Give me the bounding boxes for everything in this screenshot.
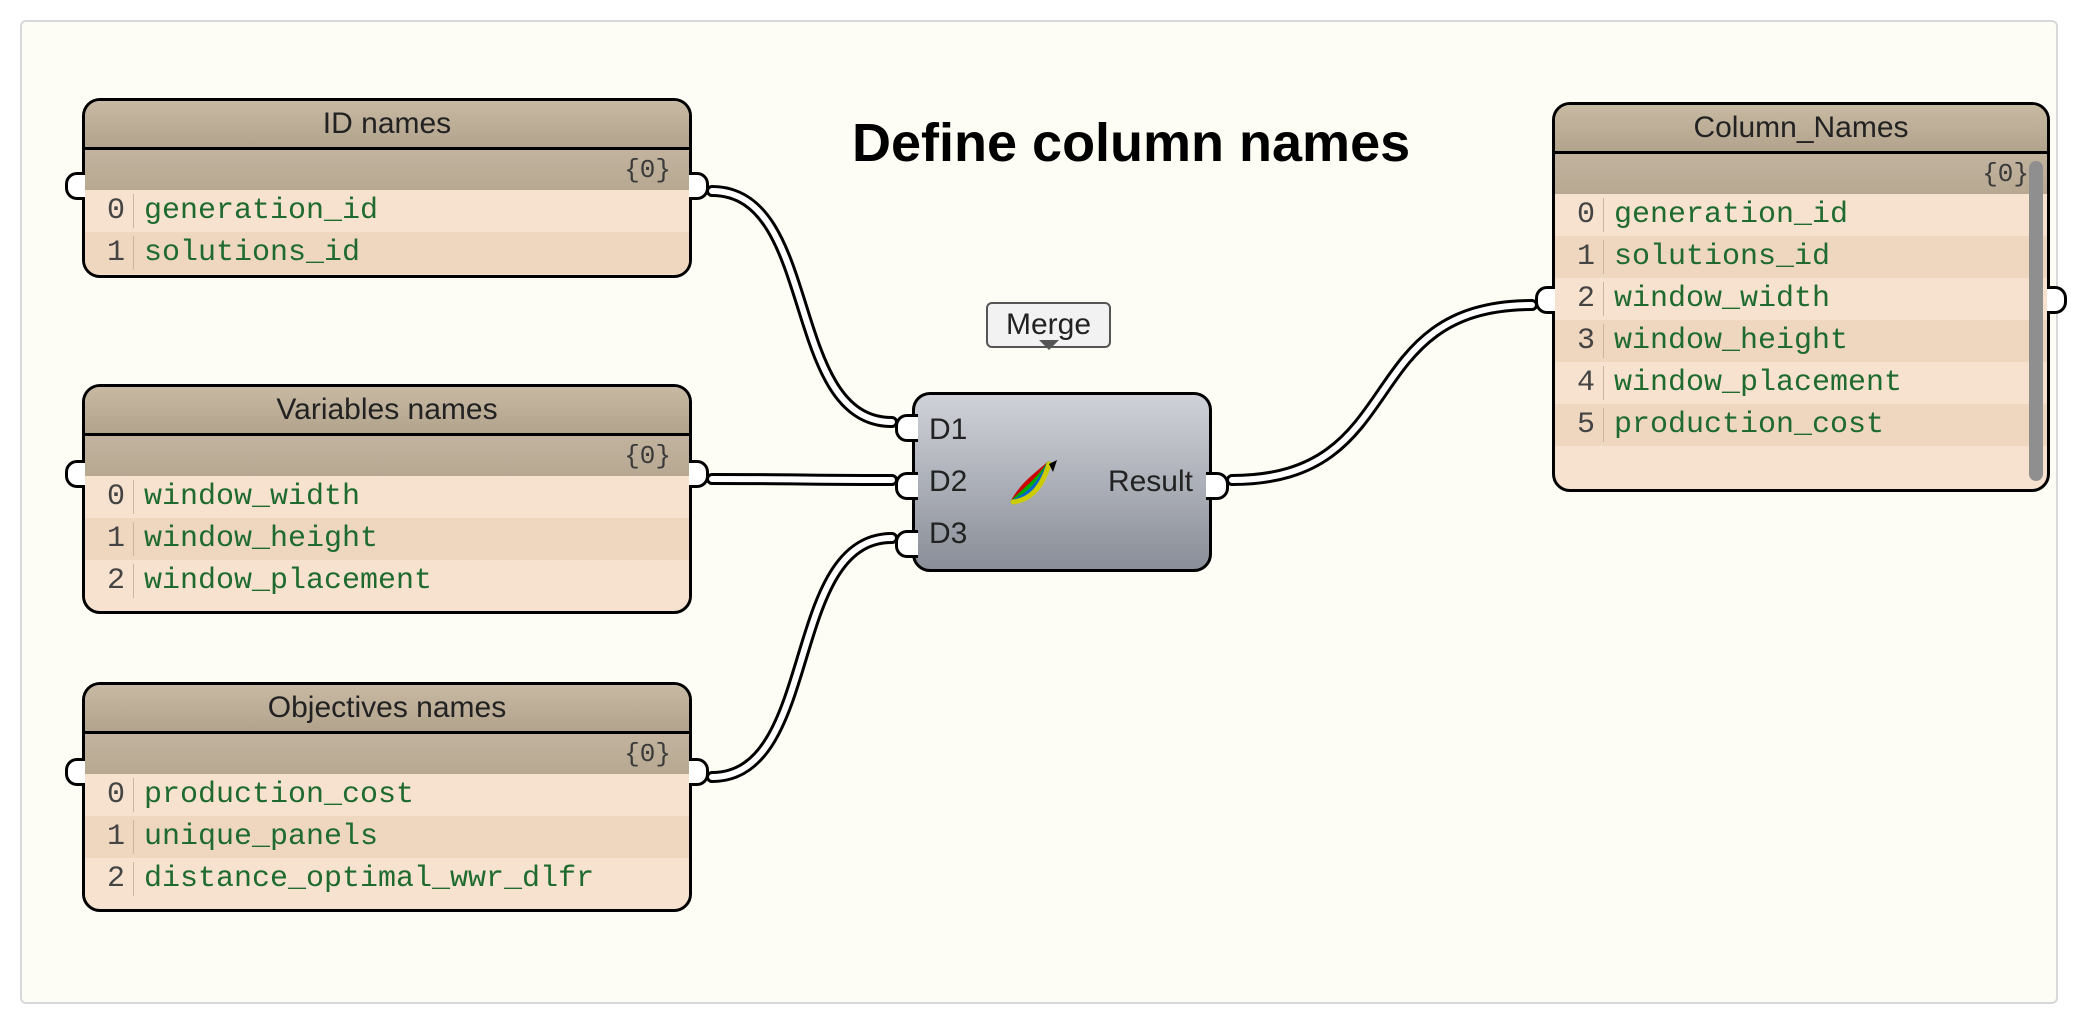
panel-rows: 0generation_id 1solutions_id	[85, 190, 689, 274]
page-title: Define column names	[852, 112, 1410, 174]
row-value: distance_optimal_wwr_dlfr	[134, 862, 594, 896]
input-grip-d1[interactable]	[895, 414, 918, 442]
input-grip-d3[interactable]	[895, 530, 918, 558]
merge-icon	[1005, 395, 1061, 569]
panel-objectives-names[interactable]: Objectives names {0} 0production_cost 1u…	[82, 682, 692, 912]
panel-column-names[interactable]: Column_Names {0} 0generation_id 1solutio…	[1552, 102, 2050, 492]
port-label: D3	[929, 517, 967, 551]
row-value: window_width	[1604, 282, 1830, 316]
row-index: 2	[85, 564, 134, 598]
row-value: generation_id	[1604, 198, 1848, 232]
panel-path: {0}	[85, 150, 689, 190]
row-value: unique_panels	[134, 820, 378, 854]
row-index: 5	[1555, 408, 1604, 442]
output-grip[interactable]	[686, 758, 709, 786]
row-index: 2	[1555, 282, 1604, 316]
scrollbar-thumb[interactable]	[2029, 161, 2043, 481]
output-grip[interactable]	[686, 460, 709, 488]
row-index: 2	[85, 862, 134, 896]
panel-path: {0}	[1555, 154, 2047, 194]
merge-inputs: D1 D2 D3	[929, 395, 967, 569]
panel-rows: 0production_cost 1unique_panels 2distanc…	[85, 774, 689, 900]
panel-rows: 0generation_id 1solutions_id 2window_wid…	[1555, 194, 2047, 446]
row-index: 3	[1555, 324, 1604, 358]
row-value: generation_id	[134, 194, 378, 228]
row-value: production_cost	[1604, 408, 1884, 442]
panel-path: {0}	[85, 734, 689, 774]
row-index: 1	[85, 522, 134, 556]
panel-id-names[interactable]: ID names {0} 0generation_id 1solutions_i…	[82, 98, 692, 278]
panel-title: Column_Names	[1555, 105, 2047, 154]
row-value: solutions_id	[134, 236, 360, 270]
row-value: window_placement	[134, 564, 432, 598]
merge-node[interactable]: D1 D2 D3 Result	[912, 392, 1212, 572]
panel-rows: 0window_width 1window_height 2window_pla…	[85, 476, 689, 602]
panel-title: ID names	[85, 101, 689, 150]
output-grip[interactable]	[1206, 472, 1229, 500]
merge-tooltip: Merge	[986, 302, 1111, 348]
panel-title: Objectives names	[85, 685, 689, 734]
row-index: 0	[85, 194, 134, 228]
merge-output-label: Result	[1108, 395, 1193, 569]
panel-path: {0}	[85, 436, 689, 476]
row-index: 1	[85, 820, 134, 854]
row-index: 4	[1555, 366, 1604, 400]
output-grip[interactable]	[2044, 286, 2067, 314]
row-index: 1	[1555, 240, 1604, 274]
input-grip-d2[interactable]	[895, 472, 918, 500]
row-index: 0	[85, 778, 134, 812]
canvas: Define column names ID names {0} 0genera…	[20, 20, 2058, 1004]
port-label: D2	[929, 465, 967, 499]
row-value: window_width	[134, 480, 360, 514]
row-value: window_height	[134, 522, 378, 556]
row-index: 1	[85, 236, 134, 270]
panel-title: Variables names	[85, 387, 689, 436]
row-value: window_placement	[1604, 366, 1902, 400]
row-index: 0	[1555, 198, 1604, 232]
port-label: D1	[929, 413, 967, 447]
panel-variables-names[interactable]: Variables names {0} 0window_width 1windo…	[82, 384, 692, 614]
row-value: production_cost	[134, 778, 414, 812]
row-value: solutions_id	[1604, 240, 1830, 274]
output-grip[interactable]	[686, 172, 709, 200]
row-value: window_height	[1604, 324, 1848, 358]
row-index: 0	[85, 480, 134, 514]
